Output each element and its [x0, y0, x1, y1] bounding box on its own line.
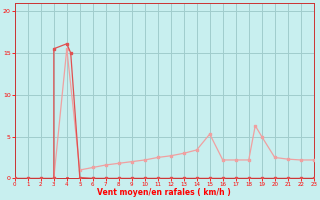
X-axis label: Vent moyen/en rafales ( km/h ): Vent moyen/en rafales ( km/h )	[97, 188, 231, 197]
